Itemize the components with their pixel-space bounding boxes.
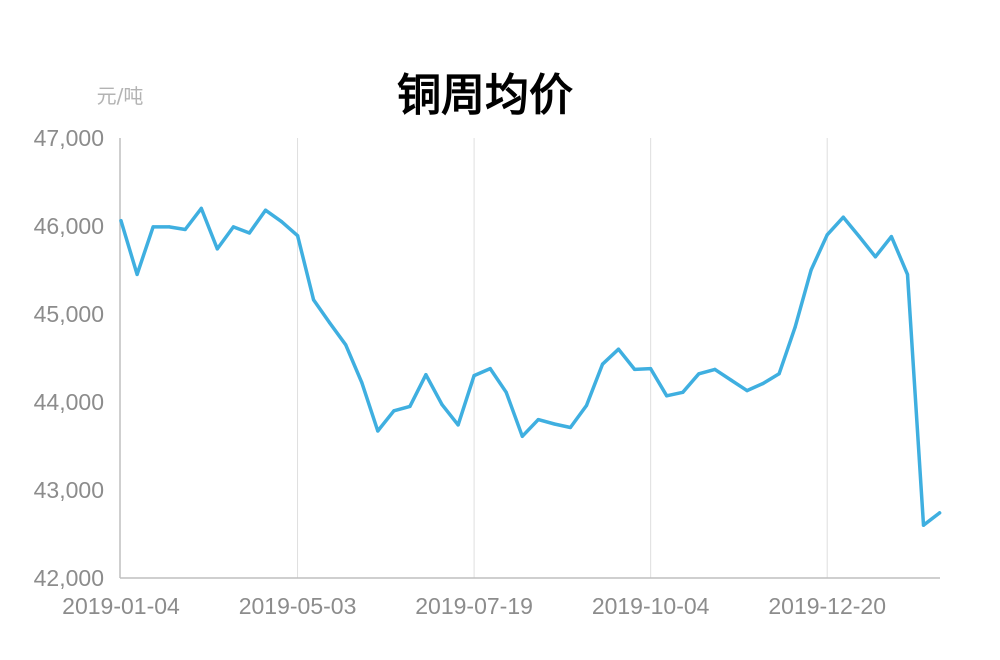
y-tick-label: 45,000 [34, 301, 104, 327]
data-point [889, 235, 894, 239]
data-point [552, 422, 557, 426]
data-point [472, 374, 476, 378]
data-point [328, 321, 332, 325]
data-point [938, 511, 942, 515]
data-point [167, 225, 171, 229]
data-point [135, 272, 139, 276]
data-point [761, 381, 765, 386]
data-point [697, 372, 701, 376]
data-point [520, 434, 524, 438]
data-point [665, 394, 669, 398]
data-point [424, 373, 428, 377]
y-tick-label: 47,000 [34, 125, 104, 151]
x-tick-labels: 2019-01-04 2019-05-03 2019-07-19 2019-10-04… [62, 593, 886, 619]
data-point [504, 390, 508, 394]
data-point [825, 233, 829, 237]
data-point [777, 372, 781, 376]
data-point [456, 423, 460, 427]
data-point [151, 225, 155, 229]
x-tick-label: 2019-01-04 [62, 593, 180, 619]
data-point [536, 418, 540, 422]
data-point [231, 225, 235, 229]
gridlines [297, 138, 828, 578]
data-point [568, 425, 573, 430]
data-point [312, 298, 316, 302]
data-point [681, 390, 685, 394]
data-point [183, 227, 187, 232]
y-tick-label: 42,000 [34, 565, 104, 591]
data-point [809, 268, 813, 272]
data-point [392, 409, 396, 413]
data-point [841, 215, 845, 219]
x-tick-label: 2019-07-19 [415, 593, 533, 619]
data-point [873, 255, 878, 259]
data-point [729, 378, 733, 382]
y-tick-label: 43,000 [34, 477, 104, 503]
data-point [905, 272, 910, 276]
x-tick-label: 2019-05-03 [239, 593, 357, 619]
data-point [360, 381, 364, 385]
data-point [376, 429, 380, 433]
series-line [119, 206, 942, 527]
series [119, 206, 942, 527]
data-point [600, 362, 605, 366]
data-point [247, 231, 251, 235]
data-point [263, 208, 268, 212]
data-point [279, 220, 284, 224]
data-point [713, 367, 717, 371]
data-point [344, 343, 348, 347]
data-point [584, 403, 589, 408]
data-point [488, 367, 492, 371]
data-point [616, 347, 621, 351]
data-point [793, 325, 797, 329]
data-point [633, 367, 637, 371]
data-point [119, 219, 123, 223]
data-point [199, 206, 203, 210]
data-point [649, 367, 653, 371]
x-tick-label: 2019-10-04 [592, 593, 710, 619]
data-point [745, 389, 749, 393]
y-tick-label: 46,000 [34, 213, 104, 239]
y-tick-labels: 42,000 43,000 44,000 45,000 46,000 47,000 [34, 125, 104, 591]
axes [119, 138, 940, 579]
x-tick-label: 2019-12-20 [768, 593, 886, 619]
data-point [440, 403, 444, 407]
data-point [857, 235, 861, 239]
data-point [215, 247, 219, 251]
data-point [296, 234, 300, 238]
chart-title: 铜周均价 [397, 70, 573, 121]
y-axis-unit-label: 元/吨 [97, 84, 144, 108]
data-point [921, 523, 926, 527]
y-tick-label: 44,000 [34, 389, 104, 415]
data-point [408, 404, 412, 408]
